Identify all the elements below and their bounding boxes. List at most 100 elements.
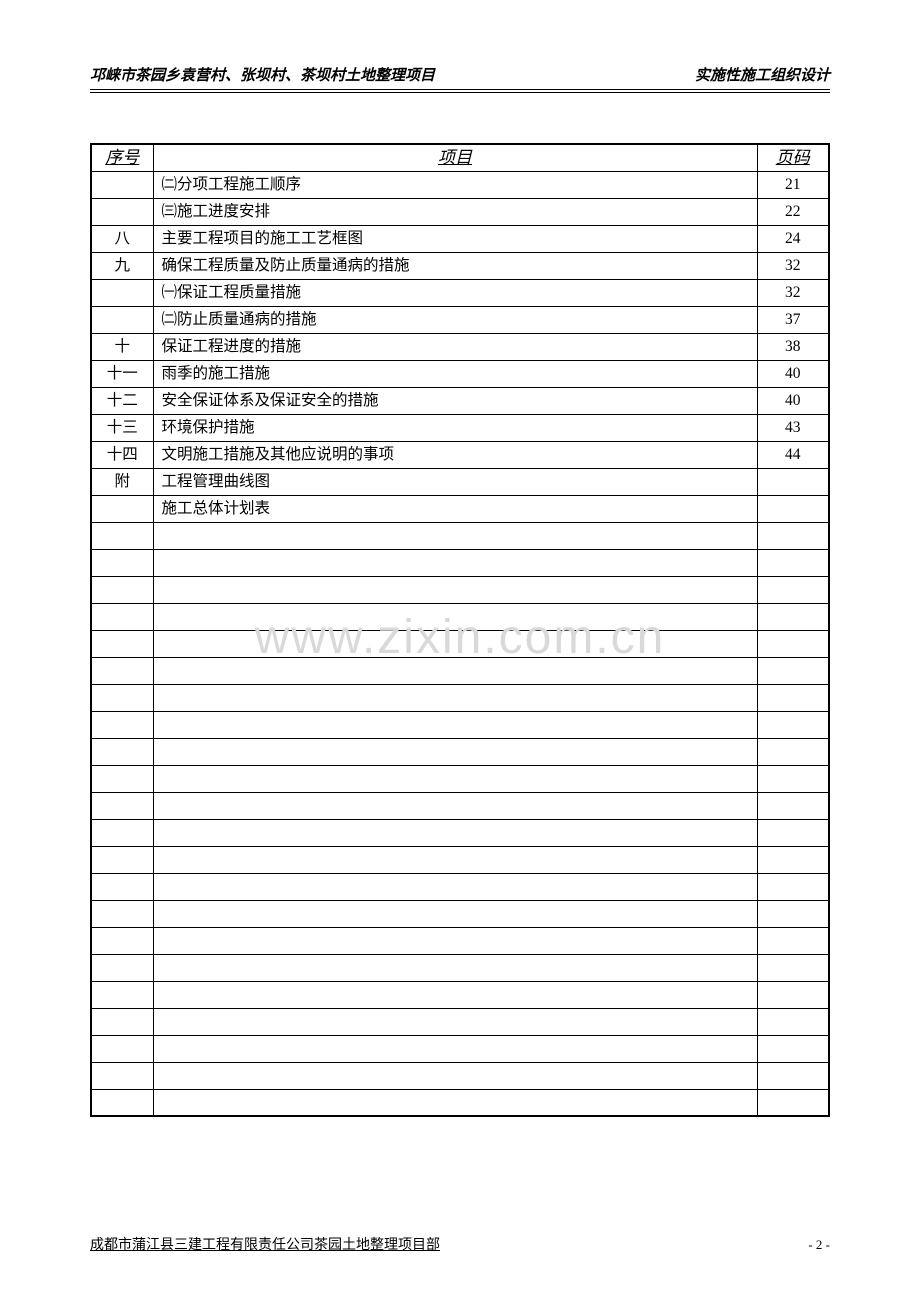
cell-page: 40 <box>757 387 829 414</box>
cell-item <box>153 522 757 549</box>
cell-seq: 十三 <box>91 414 153 441</box>
cell-item <box>153 630 757 657</box>
cell-page <box>757 873 829 900</box>
toc-table: 序号 项目 页码 ㈡分项工程施工顺序21㈢施工进度安排22八主要工程项目的施工工… <box>90 143 830 1117</box>
header-right: 实施性施工组织设计 <box>695 64 830 85</box>
cell-page: 40 <box>757 360 829 387</box>
cell-item <box>153 549 757 576</box>
cell-seq <box>91 657 153 684</box>
table-row <box>91 900 829 927</box>
cell-page <box>757 1062 829 1089</box>
cell-item: 主要工程项目的施工工艺框图 <box>153 225 757 252</box>
cell-item <box>153 1062 757 1089</box>
cell-page <box>757 954 829 981</box>
table-row: 施工总体计划表 <box>91 495 829 522</box>
cell-seq: 十四 <box>91 441 153 468</box>
cell-seq: 附 <box>91 468 153 495</box>
cell-seq <box>91 954 153 981</box>
cell-seq: 十 <box>91 333 153 360</box>
cell-page <box>757 603 829 630</box>
cell-seq <box>91 576 153 603</box>
cell-page: 21 <box>757 171 829 198</box>
col-header-page: 页码 <box>757 144 829 171</box>
table-row: 十四文明施工措施及其他应说明的事项44 <box>91 441 829 468</box>
cell-page: 32 <box>757 279 829 306</box>
cell-item: 确保工程质量及防止质量通病的措施 <box>153 252 757 279</box>
cell-seq <box>91 900 153 927</box>
table-row <box>91 819 829 846</box>
table-row: ㈡分项工程施工顺序21 <box>91 171 829 198</box>
cell-page <box>757 522 829 549</box>
table-row <box>91 711 829 738</box>
footer-org: 成都市蒲江县三建工程有限责任公司茶园土地整理项目部 <box>90 1234 440 1254</box>
table-row <box>91 738 829 765</box>
cell-seq <box>91 279 153 306</box>
cell-seq <box>91 549 153 576</box>
cell-page <box>757 1035 829 1062</box>
table-row: 十二安全保证体系及保证安全的措施40 <box>91 387 829 414</box>
cell-item <box>153 711 757 738</box>
cell-item: 雨季的施工措施 <box>153 360 757 387</box>
table-row <box>91 846 829 873</box>
table-row <box>91 1035 829 1062</box>
cell-item: ㈡防止质量通病的措施 <box>153 306 757 333</box>
cell-page <box>757 549 829 576</box>
cell-item <box>153 900 757 927</box>
table-row <box>91 927 829 954</box>
table-row: 八主要工程项目的施工工艺框图24 <box>91 225 829 252</box>
cell-item <box>153 819 757 846</box>
cell-page <box>757 711 829 738</box>
cell-item <box>153 981 757 1008</box>
cell-page <box>757 927 829 954</box>
cell-item <box>153 765 757 792</box>
cell-item <box>153 927 757 954</box>
cell-item: 工程管理曲线图 <box>153 468 757 495</box>
cell-page <box>757 657 829 684</box>
cell-item <box>153 657 757 684</box>
table-row: ㈡防止质量通病的措施37 <box>91 306 829 333</box>
cell-seq <box>91 1062 153 1089</box>
table-row <box>91 630 829 657</box>
table-row: ㈠保证工程质量措施32 <box>91 279 829 306</box>
cell-page: 24 <box>757 225 829 252</box>
cell-seq: 八 <box>91 225 153 252</box>
table-row <box>91 873 829 900</box>
cell-seq <box>91 684 153 711</box>
cell-seq <box>91 495 153 522</box>
table-row: 九确保工程质量及防止质量通病的措施32 <box>91 252 829 279</box>
cell-page <box>757 819 829 846</box>
cell-seq <box>91 738 153 765</box>
table-row <box>91 1062 829 1089</box>
cell-item: 安全保证体系及保证安全的措施 <box>153 387 757 414</box>
cell-page: 22 <box>757 198 829 225</box>
cell-seq <box>91 1035 153 1062</box>
page-footer: 成都市蒲江县三建工程有限责任公司茶园土地整理项目部 - 2 - <box>90 1234 830 1254</box>
cell-seq: 九 <box>91 252 153 279</box>
cell-page <box>757 576 829 603</box>
cell-item: ㈡分项工程施工顺序 <box>153 171 757 198</box>
cell-seq <box>91 927 153 954</box>
cell-page: 37 <box>757 306 829 333</box>
header-rule <box>90 92 830 93</box>
cell-seq <box>91 765 153 792</box>
table-row <box>91 1008 829 1035</box>
cell-seq <box>91 171 153 198</box>
cell-item <box>153 576 757 603</box>
table-row: 十保证工程进度的措施38 <box>91 333 829 360</box>
cell-seq <box>91 1008 153 1035</box>
cell-seq <box>91 981 153 1008</box>
table-row <box>91 522 829 549</box>
cell-page: 44 <box>757 441 829 468</box>
header-left: 邛崃市茶园乡袁营村、张坝村、茶坝村土地整理项目 <box>90 64 435 85</box>
table-row <box>91 576 829 603</box>
cell-page <box>757 981 829 1008</box>
cell-item <box>153 792 757 819</box>
cell-item: 施工总体计划表 <box>153 495 757 522</box>
toc-header-row: 序号 项目 页码 <box>91 144 829 171</box>
cell-page <box>757 1089 829 1116</box>
table-row: 十一雨季的施工措施40 <box>91 360 829 387</box>
cell-seq: 十一 <box>91 360 153 387</box>
cell-page: 38 <box>757 333 829 360</box>
cell-page <box>757 684 829 711</box>
table-row <box>91 765 829 792</box>
